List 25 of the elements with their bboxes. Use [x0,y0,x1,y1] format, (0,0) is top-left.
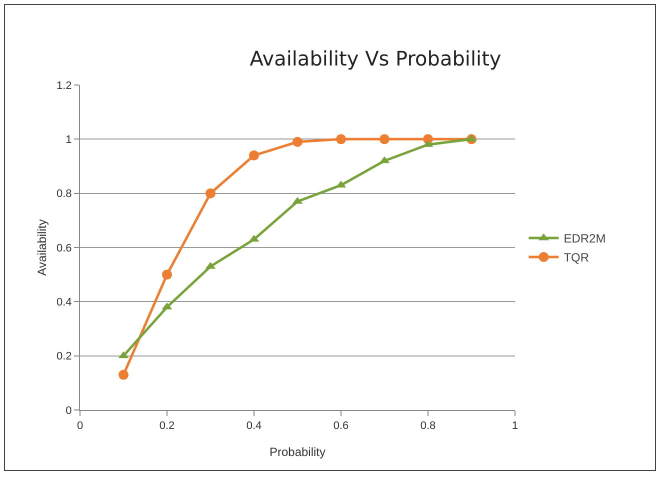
point [336,134,346,144]
y-axis-title: Availability [35,219,49,276]
legend-label: TQR [564,250,590,265]
point [380,134,390,144]
point [206,188,216,198]
legend-label: EDR2M [564,232,606,246]
x-tick-label: 1 [512,420,518,432]
x-tick-label: 0.4 [246,420,262,432]
x-axis-title: Probability [269,445,326,459]
y-tick-label: 0.8 [56,188,72,200]
point [249,150,259,160]
y-tick-label: 0.2 [56,350,72,363]
y-tick-label: 1.2 [56,80,72,92]
y-tick-label: 0.6 [56,242,72,254]
point [118,370,128,380]
point [292,136,302,147]
x-tick-label: 0.6 [333,420,349,432]
chart-title: Availability Vs Probability [250,46,502,70]
y-tick-label: 1 [66,134,72,146]
x-tick-label: 0 [76,420,84,432]
point [162,270,172,280]
y-tick-label: 0.4 [56,296,72,309]
x-tick-label: 0.8 [420,420,436,432]
y-tick-label: 0 [66,404,72,417]
x-tick-label: 0.2 [159,420,175,432]
